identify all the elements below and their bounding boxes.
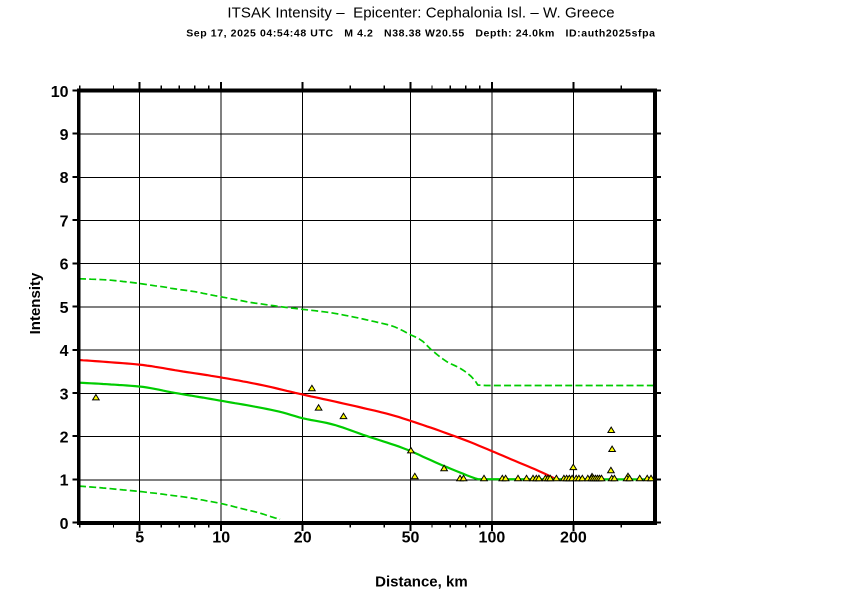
svg-text:Sep 17, 2025 04:54:48 UTC M: Sep 17, 2025 04:54:48 UTC M 4.2 N38.38 W… <box>186 28 655 40</box>
svg-text:10: 10 <box>212 530 230 547</box>
svg-text:2: 2 <box>60 430 69 447</box>
svg-text:9: 9 <box>60 127 69 144</box>
svg-text:100: 100 <box>479 530 506 547</box>
svg-text:7: 7 <box>60 213 69 230</box>
svg-text:Distance, km: Distance, km <box>375 574 468 591</box>
svg-text:1: 1 <box>60 473 69 490</box>
svg-text:20: 20 <box>294 530 312 547</box>
svg-text:50: 50 <box>402 530 420 547</box>
svg-text:6: 6 <box>60 257 69 274</box>
svg-text:Intensity: Intensity <box>27 272 44 334</box>
svg-text:3: 3 <box>60 386 69 403</box>
svg-text:0: 0 <box>60 516 69 533</box>
svg-text:8: 8 <box>60 170 69 187</box>
svg-text:5: 5 <box>135 530 144 547</box>
svg-text:10: 10 <box>51 84 69 101</box>
svg-text:200: 200 <box>560 530 587 547</box>
svg-text:5: 5 <box>60 300 69 317</box>
svg-text:ITSAK Intensity – Epicenter:: ITSAK Intensity – Epicenter: Cephalonia … <box>227 5 614 22</box>
svg-text:4: 4 <box>60 343 69 360</box>
